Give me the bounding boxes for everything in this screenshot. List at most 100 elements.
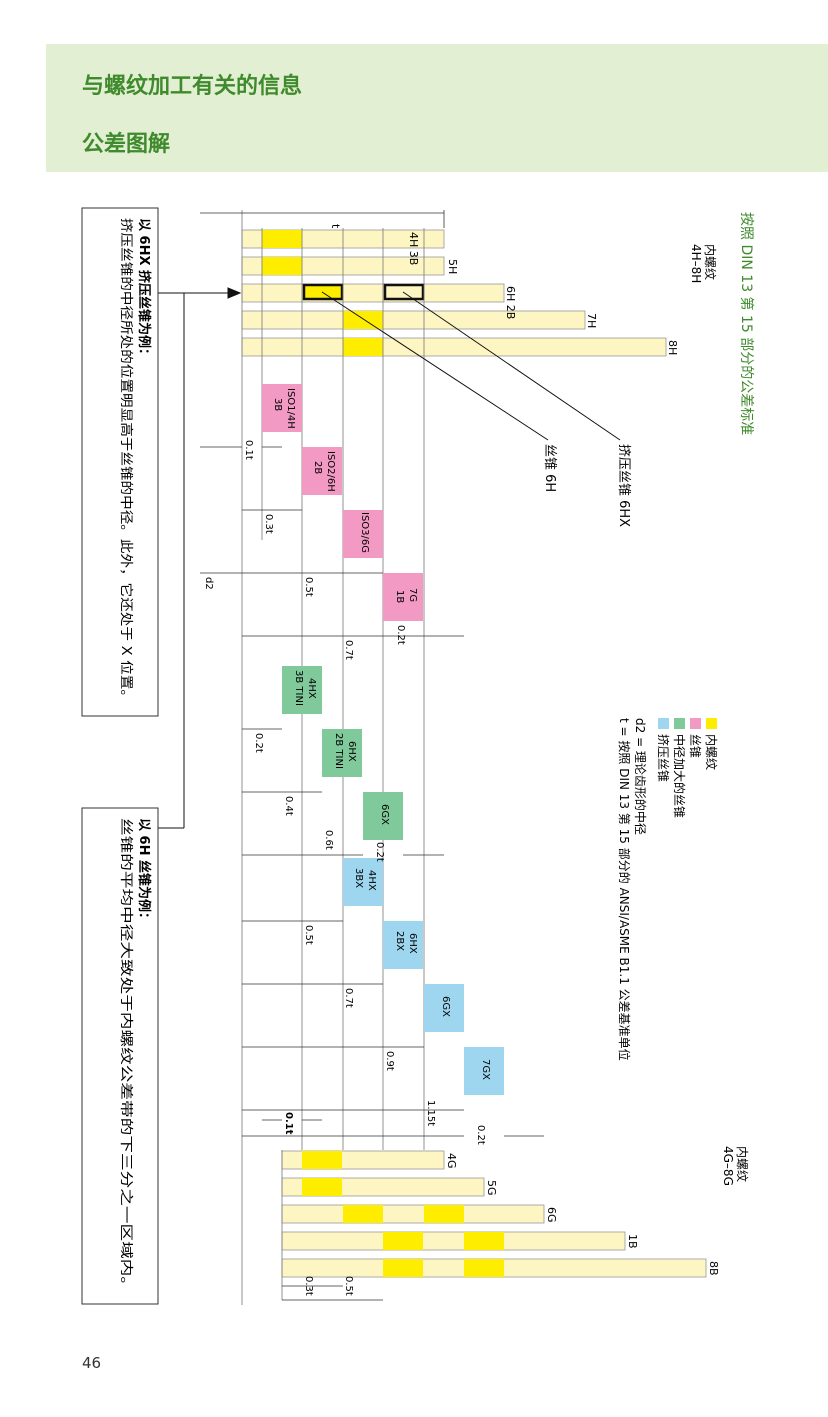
page-subtitle: 公差图解 bbox=[82, 132, 171, 157]
box-6hx-2bx-l1: 6HX bbox=[407, 933, 418, 954]
legend-label-forming: 挤压丝锥 bbox=[656, 734, 671, 782]
legend-swatch-blue bbox=[658, 718, 669, 729]
box-6hx-l1: 6HX bbox=[346, 741, 357, 762]
dim-1-15t: 1.15t bbox=[425, 1100, 436, 1126]
note-box-2 bbox=[81, 807, 159, 1305]
page-header: 与螺纹加工有关的信息 公差图解 bbox=[46, 44, 828, 172]
legend bbox=[658, 718, 717, 729]
box-iso3-6g bbox=[343, 510, 383, 558]
dim-0-1t-a: 0.1t bbox=[243, 440, 254, 460]
band-6g bbox=[281, 1204, 545, 1224]
box-6gx-green-l1: 6GX bbox=[379, 804, 390, 825]
internal-thread-label-top: 内螺纹 bbox=[703, 244, 717, 280]
legend-label-tap: 丝锥 bbox=[688, 734, 702, 758]
box-iso2-6h-l2: 2B bbox=[312, 461, 323, 474]
note-box-1 bbox=[81, 207, 159, 717]
dim-0-1t-b: 0.1t bbox=[283, 1112, 294, 1135]
band-7h-yellow bbox=[343, 311, 383, 329]
legend-swatch-green bbox=[674, 718, 685, 729]
band-6g-yellow-b bbox=[424, 1205, 464, 1223]
row-label-6g: 6G bbox=[545, 1207, 558, 1223]
internal-thread-label-bottom: 内螺纹 bbox=[735, 1146, 749, 1182]
legend-note-t: t = 按照 DIN 13 第 15 部分的 ANSI/ASME B1.1 公差… bbox=[617, 718, 632, 1061]
box-4hx-l2: 3B TINI bbox=[293, 670, 304, 706]
box-6hx-2bx bbox=[383, 921, 423, 969]
legend-swatch-pink bbox=[690, 718, 701, 729]
box-iso1-4h bbox=[262, 384, 302, 432]
band-1b-yellow-a bbox=[383, 1232, 423, 1250]
box-7gx-l1: 7GX bbox=[480, 1059, 491, 1080]
dim-0-5t-a: 0.5t bbox=[303, 577, 314, 597]
band-8b-yellow-a bbox=[383, 1259, 423, 1277]
note-2-body: 丝锥的平均中径大致处于内螺纹公差带的下三分之一区域内。 bbox=[118, 818, 134, 1294]
dim-0-7t-a: 0.7t bbox=[343, 640, 354, 660]
box-6hx-l2: 2B TINI bbox=[333, 733, 344, 769]
box-6h-marker bbox=[383, 283, 425, 301]
band-8b-yellow-b bbox=[464, 1259, 504, 1277]
reference-lines bbox=[241, 210, 425, 1305]
note-2-title: 以 6H 丝锥为例： bbox=[136, 818, 152, 925]
band-7h bbox=[241, 310, 586, 330]
internal-thread-range-top: 4H–8H bbox=[689, 244, 703, 283]
row-label-5h: 5H bbox=[446, 259, 459, 274]
box-iso2-6h-l1: ISO2/6H bbox=[325, 451, 336, 492]
t-dimension bbox=[200, 210, 445, 228]
box-6gx-blue-l1: 6GX bbox=[440, 996, 451, 1017]
box-iso1-4h-l1: ISO1/4H bbox=[285, 388, 296, 429]
band-8h-yellow bbox=[343, 338, 383, 356]
t-label: t bbox=[329, 224, 342, 229]
page-number: 46 bbox=[82, 1354, 102, 1372]
dim-0-9t: 0.9t bbox=[384, 1051, 395, 1071]
band-6g-yellow-a bbox=[343, 1205, 383, 1223]
row-label-5g: 5G bbox=[485, 1180, 498, 1196]
row-label-8b: 8B bbox=[707, 1261, 720, 1276]
legend-label-oversize: 中径加大的丝锥 bbox=[672, 734, 687, 818]
dim-0-2t-d: 0.2t bbox=[475, 1125, 486, 1145]
box-iso1-4h-l2: 3B bbox=[272, 398, 283, 411]
dim-0-3t-a: 0.3t bbox=[263, 514, 274, 534]
box-6gx-green bbox=[363, 792, 403, 840]
row-label-8h: 8H bbox=[666, 340, 679, 355]
band-5g-yellow bbox=[302, 1178, 342, 1196]
dim-0-3t-b: 0.3t bbox=[303, 1276, 314, 1296]
dim-0-5t-b: 0.5t bbox=[303, 925, 314, 945]
box-6hx-2bx-l2: 2BX bbox=[394, 931, 405, 951]
d2-label: d2 bbox=[203, 577, 214, 590]
page-title: 与螺纹加工有关的信息 bbox=[82, 74, 303, 99]
box-7gx bbox=[464, 1047, 504, 1095]
row-label-4h-3b: 4H 3B bbox=[407, 232, 420, 265]
note-1-body: 挤压丝锥的中径所处的位置明显高于丝锥的中径。此外，它还处于 X 位置。 bbox=[118, 218, 134, 704]
box-7g-l2: 1B bbox=[394, 590, 405, 603]
box-4hx-3bx bbox=[343, 858, 383, 906]
dim-0-2t-c: 0.2t bbox=[374, 842, 385, 862]
box-7g-l1: 7G bbox=[407, 588, 418, 602]
box-4hx-3bx-l2: 3BX bbox=[353, 868, 364, 888]
band-5h-yellow bbox=[262, 257, 302, 275]
band-1b-yellow-b bbox=[464, 1232, 504, 1250]
callout-forming-tap-label: 挤压丝锥 6HX bbox=[616, 444, 631, 527]
band-4h-yellow bbox=[262, 230, 302, 248]
band-4g-yellow bbox=[302, 1151, 342, 1169]
box-4hx-l1: 4HX bbox=[306, 678, 317, 699]
dim-0-5t-c: 0.5t bbox=[343, 1276, 354, 1296]
top-bands bbox=[241, 229, 667, 357]
box-6gx-blue bbox=[424, 984, 464, 1032]
callout-tap-label: 丝锥 6H bbox=[542, 444, 557, 492]
box-6hx-marker bbox=[302, 283, 344, 301]
box-4hx-3bx-l1: 4HX bbox=[366, 870, 377, 891]
bottom-bands bbox=[281, 1150, 707, 1278]
internal-thread-range-bottom: 4G–8G bbox=[721, 1146, 735, 1186]
row-label-6h-2b: 6H 2B bbox=[504, 286, 517, 319]
dim-0-2t-b: 0.2t bbox=[253, 733, 264, 753]
row-label-4g: 4G bbox=[445, 1153, 458, 1169]
band-1b bbox=[281, 1231, 626, 1251]
tolerance-boxes bbox=[262, 384, 504, 1095]
legend-note-d2: d2 = 理论齿形的中径 bbox=[633, 718, 648, 835]
box-iso2-6h bbox=[302, 447, 342, 495]
box-4hx-3b-tini bbox=[282, 666, 322, 714]
box-6hx-2b-tini bbox=[322, 729, 362, 777]
dim-0-6t: 0.6t bbox=[323, 830, 334, 850]
dim-0-2t-a: 0.2t bbox=[395, 625, 406, 645]
box-iso3-6g-l1: ISO3/6G bbox=[359, 512, 370, 553]
